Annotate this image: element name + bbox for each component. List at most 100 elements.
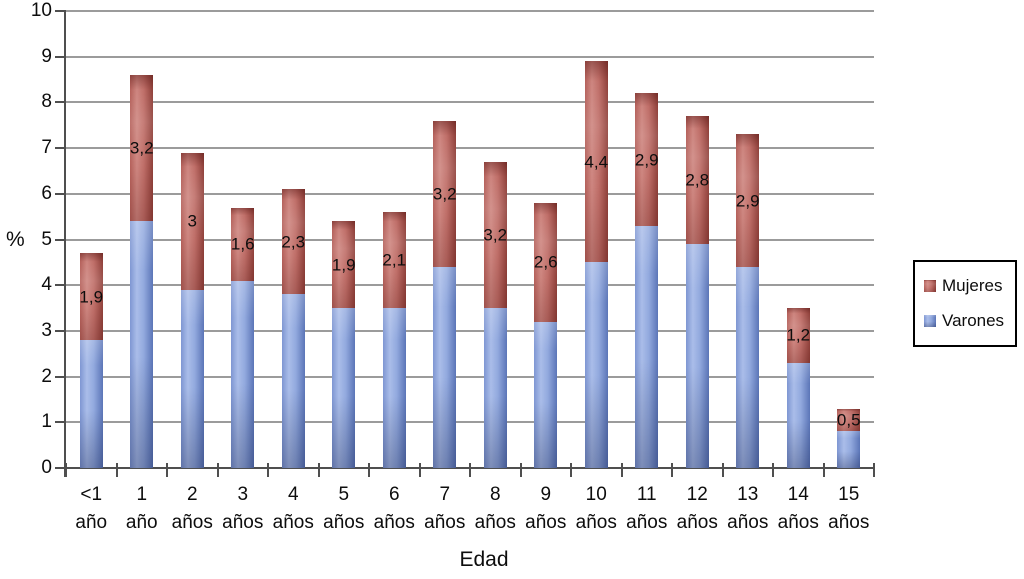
bar-segment-varones (786, 362, 810, 468)
x-axis-category-label: <1 año (75, 484, 108, 533)
bar-segment-mujeres (130, 74, 154, 222)
bar-segment-varones (281, 294, 305, 468)
y-axis-tick (55, 147, 65, 150)
mujeres-swatch-icon (924, 279, 936, 292)
bar-segment-varones (79, 340, 103, 468)
x-axis-category-label: 9 años (525, 484, 567, 533)
x-axis-tick (772, 463, 774, 477)
data-label: 2,8 (685, 170, 710, 190)
data-label: 1,9 (79, 287, 104, 307)
x-axis-tick (873, 463, 875, 477)
bar-segment-varones (231, 280, 255, 468)
data-label: 0,5 (836, 410, 861, 430)
bar-segment-mujeres (332, 221, 356, 309)
bar-segment-mujeres (433, 120, 457, 267)
bar-segment-mujeres (685, 116, 709, 245)
x-axis-category-label: 4 años (272, 484, 314, 533)
bar-segment-mujeres (231, 207, 255, 281)
x-axis-category-label: 15 años (828, 484, 870, 533)
varones-swatch-icon (924, 315, 936, 328)
x-axis-tick (216, 463, 219, 477)
x-axis-tick (620, 463, 623, 477)
y-axis-tick-label: 2 (41, 365, 52, 387)
y-axis-tick (55, 284, 65, 287)
bar-segment-varones (483, 308, 507, 468)
x-axis-category-label: 3 años (222, 484, 264, 533)
y-axis-tick-label: 10 (30, 0, 52, 21)
y-axis-tick (55, 10, 65, 12)
bar-segment-mujeres (382, 212, 406, 309)
bar-segment-varones (635, 225, 659, 468)
data-label: 2,9 (634, 150, 659, 170)
y-axis-tick-label: 3 (41, 319, 52, 341)
bar-segment-varones (382, 308, 406, 468)
gridline (66, 329, 874, 332)
x-axis-category-label: 10 años (575, 484, 617, 533)
bar-segment-varones (433, 266, 457, 468)
x-axis-tick (317, 463, 320, 477)
y-axis-tick (55, 421, 65, 424)
bar-segment-varones (180, 289, 204, 468)
legend-item-varones: Varones (924, 311, 1015, 331)
x-axis-category-label: 13 años (727, 484, 769, 533)
data-label: 2,3 (281, 232, 306, 252)
data-label: 1,6 (230, 234, 255, 254)
bar-segment-mujeres (786, 308, 810, 363)
data-label: 1,2 (786, 325, 811, 345)
gridline (66, 192, 874, 195)
x-axis-category-label: 7 años (424, 484, 466, 533)
data-label: 3,2 (432, 184, 457, 204)
x-axis-tick (469, 463, 471, 477)
y-axis-title: % (6, 228, 25, 251)
bar-segment-mujeres (837, 408, 861, 432)
data-label: 2,6 (533, 252, 558, 272)
y-axis-line (64, 10, 66, 477)
bar-segment-varones (584, 262, 608, 468)
y-axis-tick-label: 9 (41, 45, 52, 67)
data-label: 1,9 (331, 255, 356, 275)
x-axis-category-label: 5 años (323, 484, 365, 533)
x-axis-tick (519, 463, 522, 477)
gridline (66, 375, 874, 378)
y-axis-tick (55, 375, 65, 378)
x-axis-category-label: 2 años (171, 484, 213, 533)
gridline (66, 10, 874, 12)
x-axis-tick (65, 463, 67, 477)
x-axis-tick (570, 463, 572, 477)
bar-segment-varones (534, 321, 558, 468)
bar-segment-varones (736, 266, 760, 468)
gridline (66, 238, 874, 241)
bar-segment-mujeres (79, 253, 103, 341)
gridline (66, 284, 874, 287)
bar-segment-mujeres (281, 189, 305, 295)
x-axis-line (64, 467, 874, 469)
bar-segment-mujeres (736, 134, 760, 267)
x-axis-category-label: 12 años (676, 484, 718, 533)
bar-segment-varones (332, 308, 356, 468)
y-axis-tick-label: 8 (41, 91, 52, 113)
data-label: 2,9 (735, 191, 760, 211)
y-axis-tick (55, 329, 65, 332)
x-axis-tick (267, 463, 269, 477)
bar-segment-mujeres (534, 202, 558, 322)
y-axis-tick-label: 1 (41, 411, 52, 433)
bar-segment-mujeres (635, 93, 659, 226)
y-axis-tick-label: 6 (41, 182, 52, 204)
legend-item-mujeres: Mujeres (924, 276, 1015, 296)
bar-segment-mujeres (584, 61, 608, 263)
x-axis-tick (671, 463, 673, 477)
gridline (66, 55, 874, 58)
gridline (66, 147, 874, 150)
x-axis-category-label: 1 año (125, 484, 158, 533)
x-axis-tick (721, 463, 724, 477)
legend-label-varones: Varones (942, 311, 1005, 331)
y-axis-tick-label: 7 (41, 137, 52, 159)
x-axis-tick (822, 463, 825, 477)
y-axis-tick-label: 4 (41, 274, 52, 296)
x-axis-tick (368, 463, 370, 477)
bar-segment-mujeres (483, 161, 507, 309)
data-label: 3,2 (129, 138, 154, 158)
y-axis-tick (55, 192, 65, 195)
x-axis-title: Edad (459, 548, 509, 571)
